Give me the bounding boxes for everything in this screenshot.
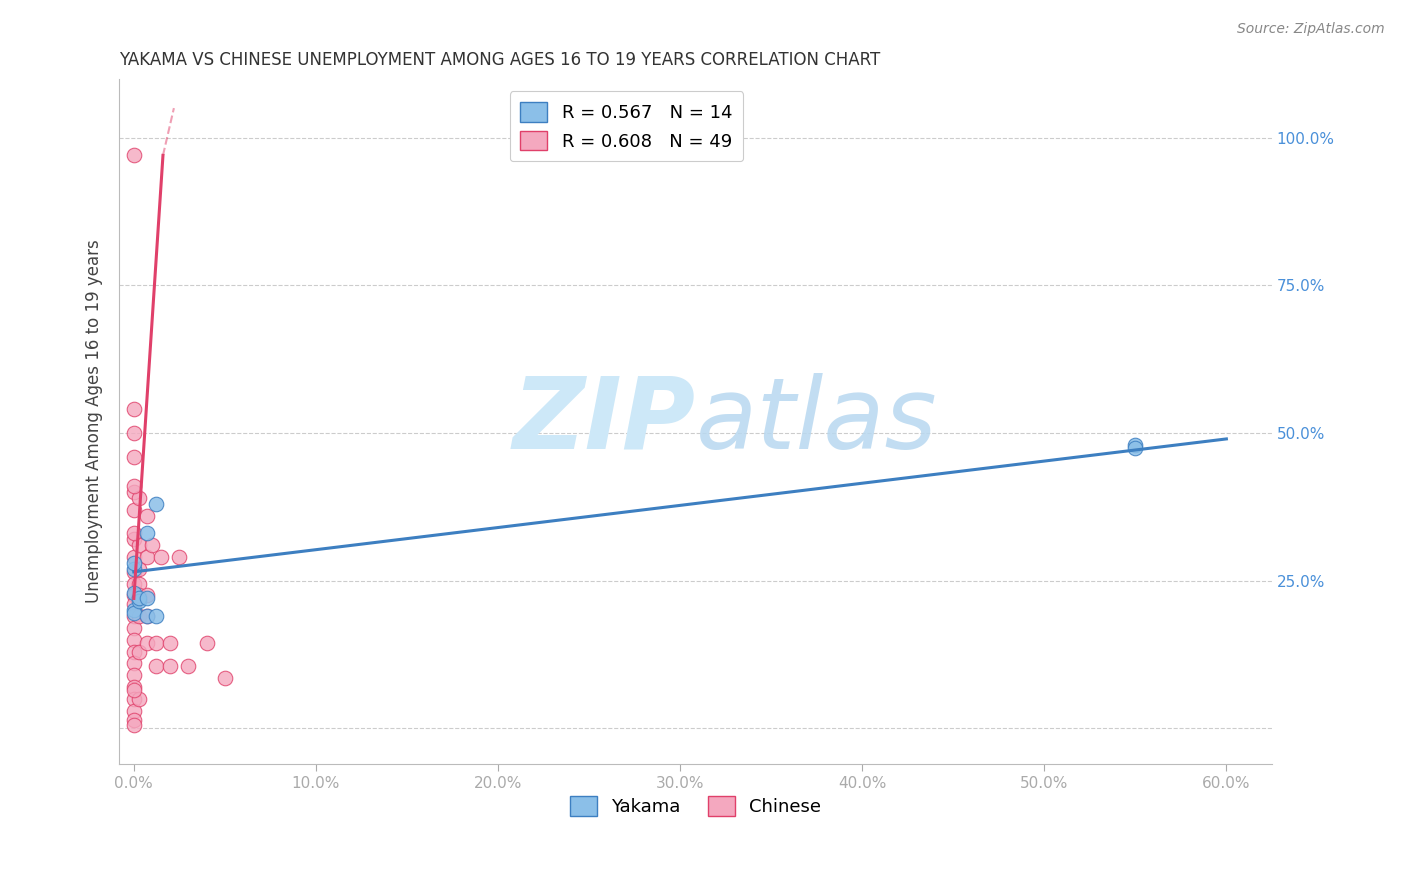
Point: [128, 644, 150, 658]
Point: [128, 562, 150, 576]
Point: [141, 538, 163, 552]
Point: [128, 591, 150, 606]
Point: [128, 691, 150, 706]
Point: [122, 425, 145, 440]
Legend: Yakama, Chinese: Yakama, Chinese: [562, 789, 828, 823]
Point: [122, 691, 145, 706]
Point: [122, 533, 145, 547]
Point: [135, 591, 157, 606]
Point: [122, 713, 145, 727]
Point: [135, 609, 157, 624]
Point: [177, 659, 200, 673]
Point: [122, 683, 145, 698]
Point: [159, 659, 181, 673]
Point: [122, 632, 145, 647]
Point: [145, 636, 167, 650]
Point: [122, 479, 145, 493]
Point: [135, 589, 157, 603]
Point: [122, 718, 145, 732]
Point: [128, 576, 150, 591]
Point: [135, 609, 157, 624]
Point: [128, 589, 150, 603]
Point: [122, 585, 145, 599]
Point: [122, 609, 145, 624]
Point: [135, 526, 157, 541]
Point: [122, 503, 145, 517]
Point: [122, 556, 145, 570]
Point: [214, 671, 236, 685]
Text: ZIP: ZIP: [513, 373, 696, 470]
Point: [122, 526, 145, 541]
Point: [122, 606, 145, 620]
Text: YAKAMA VS CHINESE UNEMPLOYMENT AMONG AGES 16 TO 19 YEARS CORRELATION CHART: YAKAMA VS CHINESE UNEMPLOYMENT AMONG AGE…: [120, 51, 880, 69]
Point: [150, 550, 173, 565]
Point: [145, 497, 167, 511]
Point: [122, 621, 145, 635]
Point: [135, 550, 157, 565]
Point: [159, 636, 181, 650]
Text: Source: ZipAtlas.com: Source: ZipAtlas.com: [1237, 22, 1385, 37]
Text: atlas: atlas: [696, 373, 938, 470]
Point: [128, 491, 150, 505]
Point: [122, 565, 145, 579]
Point: [145, 659, 167, 673]
Point: [122, 644, 145, 658]
Point: [122, 597, 145, 611]
Point: [122, 402, 145, 417]
Point: [122, 589, 145, 603]
Point: [128, 609, 150, 624]
Point: [128, 594, 150, 608]
Point: [122, 562, 145, 576]
Point: [122, 550, 145, 565]
Point: [122, 485, 145, 500]
Point: [195, 636, 218, 650]
Point: [135, 636, 157, 650]
Point: [122, 450, 145, 464]
Point: [122, 603, 145, 617]
Point: [1123, 441, 1146, 455]
Point: [128, 538, 150, 552]
Point: [122, 148, 145, 162]
Point: [122, 680, 145, 694]
Point: [122, 657, 145, 671]
Point: [122, 576, 145, 591]
Point: [1123, 438, 1146, 452]
Point: [122, 704, 145, 718]
Point: [145, 609, 167, 624]
Point: [135, 508, 157, 523]
Point: [122, 668, 145, 682]
Y-axis label: Unemployment Among Ages 16 to 19 years: Unemployment Among Ages 16 to 19 years: [86, 239, 103, 603]
Point: [169, 550, 191, 565]
